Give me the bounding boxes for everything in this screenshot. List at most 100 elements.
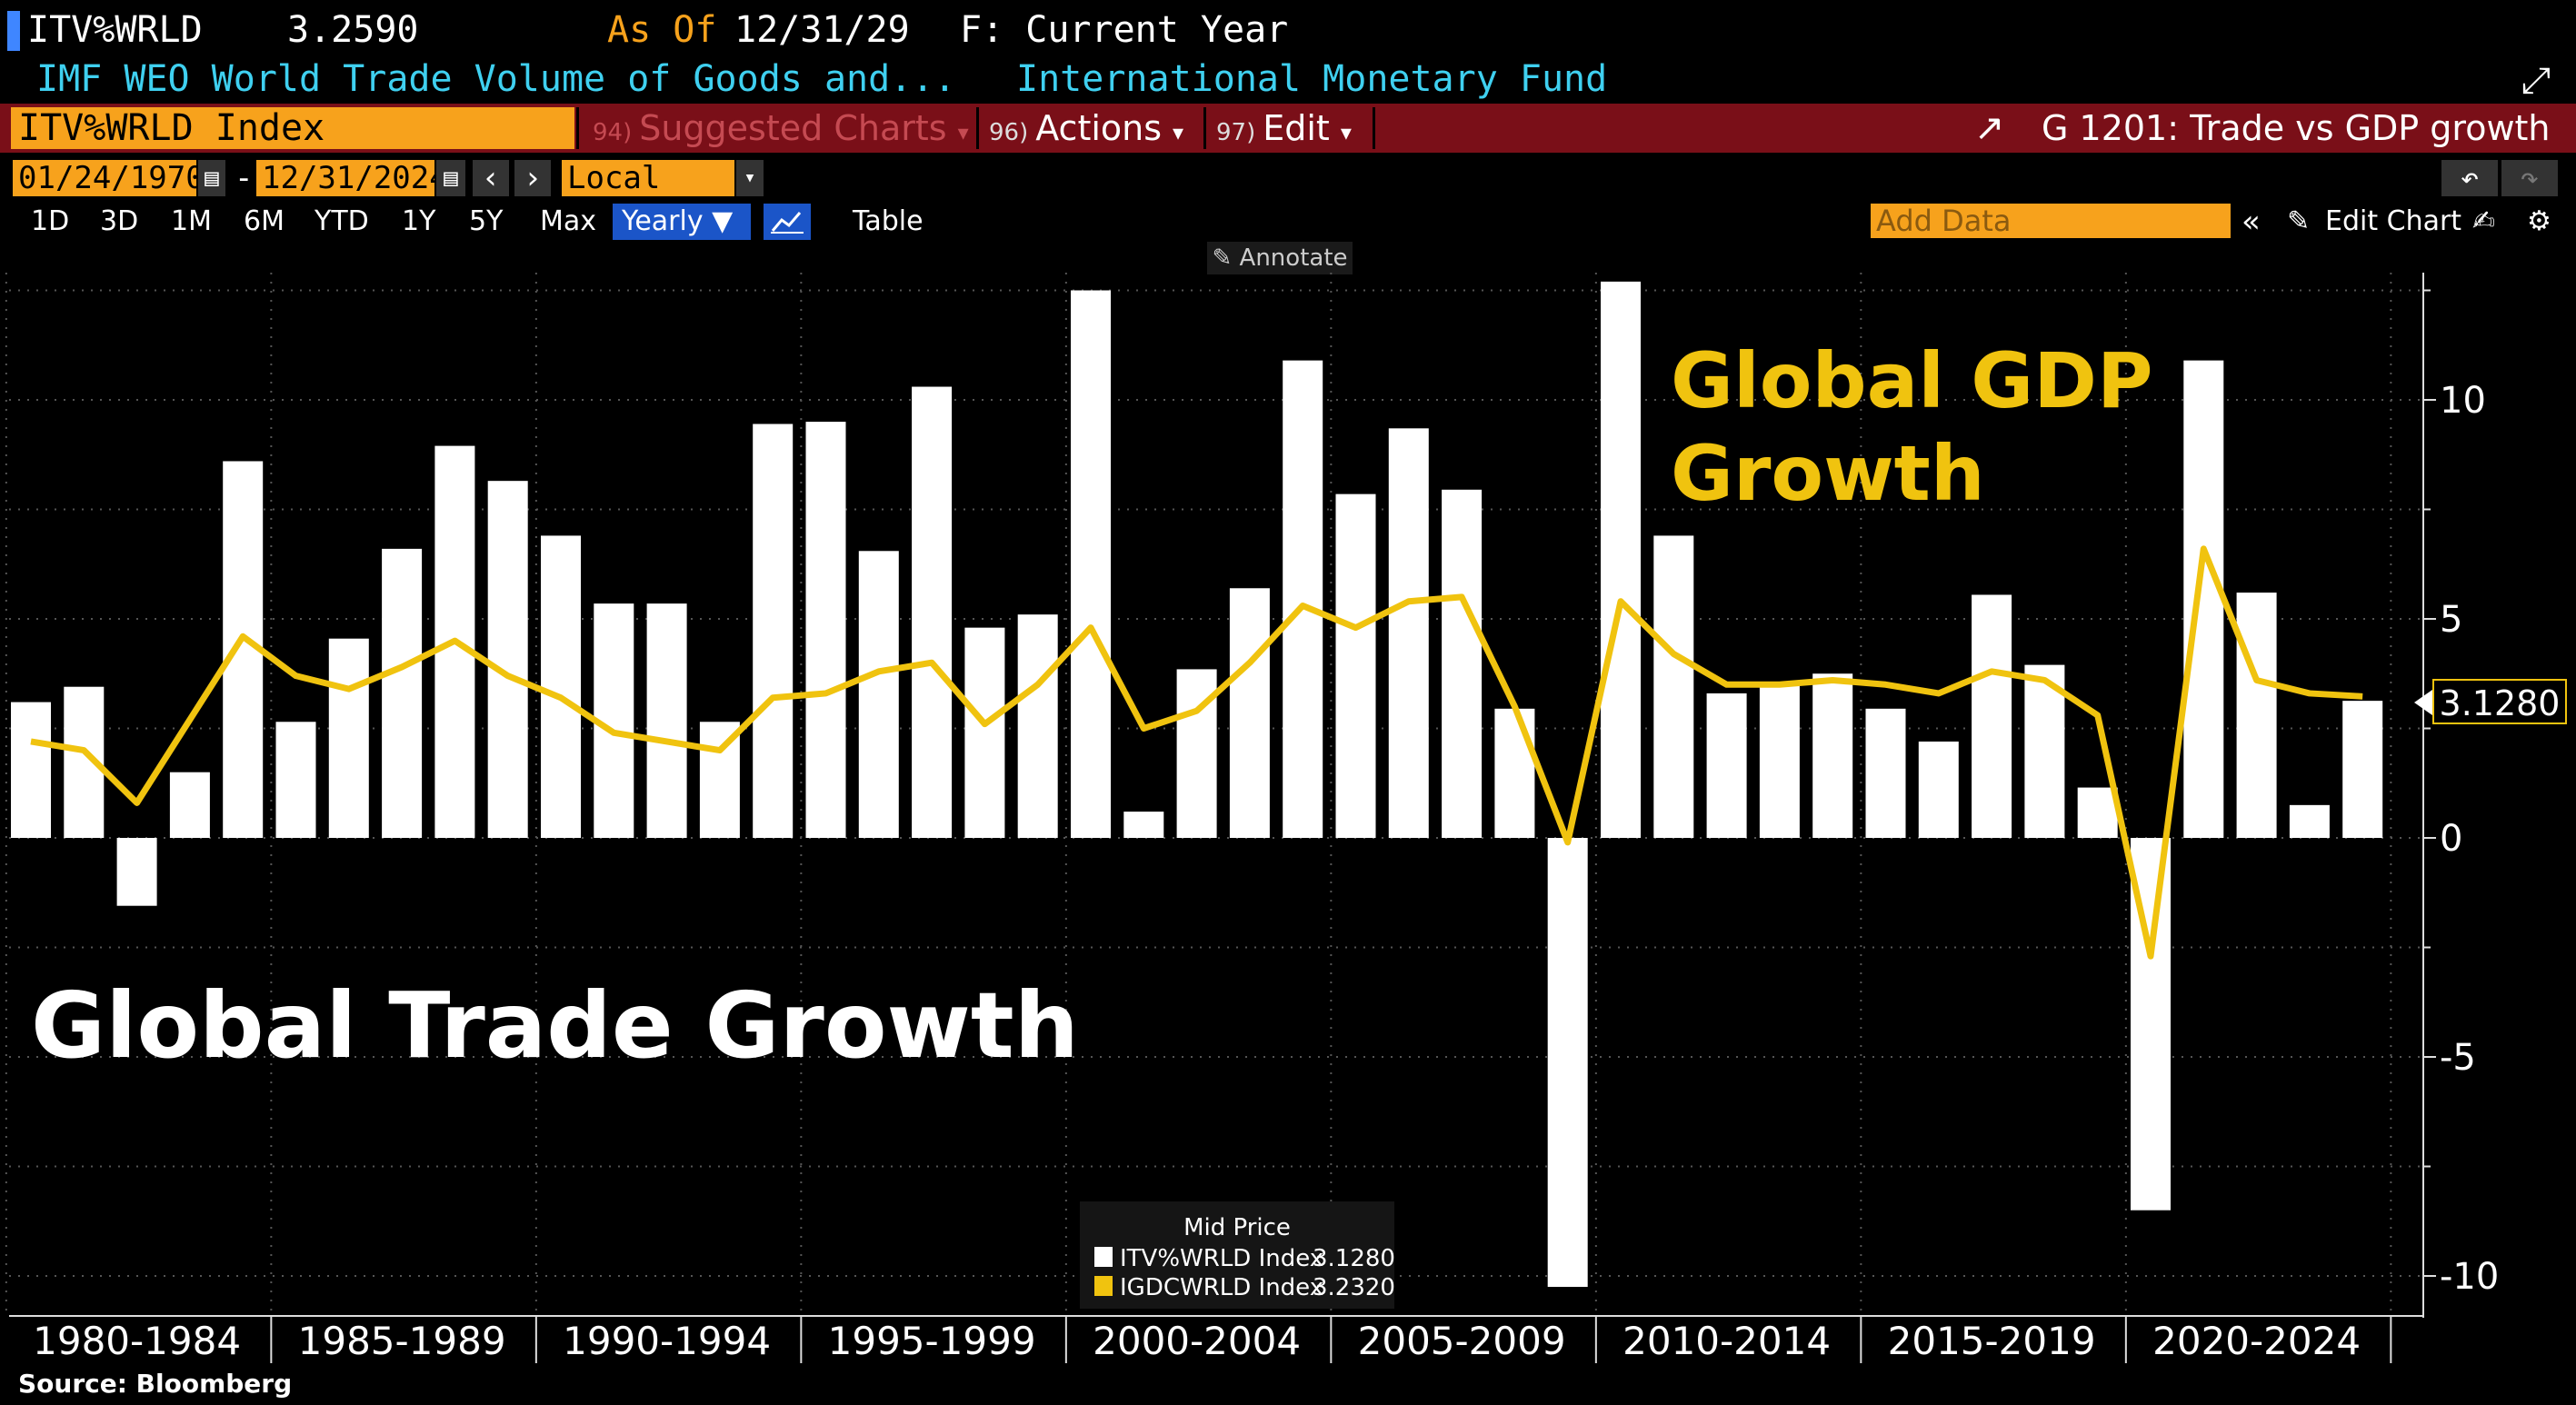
source-name: International Monetary Fund [1016, 58, 1608, 100]
end-date-input[interactable]: 12/31/2024 [256, 160, 448, 196]
period-1d[interactable]: 1D [31, 205, 70, 237]
toolbar-divider [976, 107, 979, 149]
trade-bar-1996 [858, 551, 899, 838]
legend-label-gdp: IGDCWRLD Index [1120, 1274, 1324, 1301]
trade-bar-1980 [11, 702, 51, 838]
calendar-icon[interactable]: ▤ [198, 160, 225, 196]
gear-icon[interactable]: ⚙ [2527, 205, 2551, 237]
expand-icon[interactable]: ⤢ [2521, 60, 2551, 102]
y-tick-label: -10 [2440, 1256, 2499, 1298]
period-row: 1D 3D 1M 6M YTD 1Y 5Y Max Yearly ▼ Table… [0, 202, 2576, 242]
collapse-icon[interactable]: « [2242, 204, 2261, 240]
legend-label-trade: ITV%WRLD Index [1120, 1245, 1324, 1272]
trade-bar-2016 [1918, 741, 1959, 838]
add-data-input[interactable]: Add Data [1871, 204, 2231, 238]
trade-bar-1983 [169, 772, 210, 838]
x-tick-label: 2005-2009 [1358, 1319, 1566, 1363]
redo-icon[interactable]: ↷ [2501, 160, 2558, 196]
edit-number: 97) [1216, 119, 1256, 146]
chevron-down-icon: ▾ [957, 120, 969, 145]
header-ticker: ITV%WRLD [27, 9, 203, 51]
suggested-charts-number: 94) [593, 119, 633, 146]
trade-bar-1999 [1017, 614, 1058, 838]
trade-bar-2014 [1812, 673, 1853, 838]
trade-bar-2017 [1972, 594, 2012, 838]
frequency-label: Yearly [622, 205, 704, 237]
trade-bars [11, 281, 2383, 1288]
x-tick-label: 1980-1984 [33, 1319, 241, 1363]
security-description: IMF WEO World Trade Volume of Goods and.… [36, 58, 956, 100]
line-chart-glyph [771, 212, 804, 234]
chevron-down-icon: ▾ [1340, 120, 1352, 145]
line-chart-icon[interactable] [764, 204, 811, 240]
header-value: 3.2590 [287, 9, 419, 51]
annotate-label: Annotate [1239, 244, 1348, 272]
trade-bar-2024 [2342, 701, 2383, 838]
next-arrow-icon[interactable]: › [514, 160, 551, 196]
edit-button[interactable]: 97) Edit ▾ [1216, 107, 1352, 149]
y-tick-label: -5 [2440, 1037, 2476, 1079]
legend-swatch-trade [1094, 1247, 1113, 1267]
period-1y[interactable]: 1Y [402, 205, 436, 237]
toolbar-divider [1373, 107, 1375, 149]
period-max[interactable]: Max [540, 205, 597, 237]
pencil-icon[interactable]: ✎ [2287, 205, 2311, 237]
chevron-down-icon: ▾ [1173, 120, 1184, 145]
launch-icon[interactable]: ↗ [1974, 107, 2005, 149]
gdp-growth-line [30, 545, 2363, 960]
trade-bar-1987 [382, 548, 423, 838]
x-tick-label: 2015-2019 [1888, 1319, 2096, 1363]
annotate-button[interactable]: ✎ Annotate [1207, 242, 1353, 274]
chevron-down-icon[interactable]: ▾ [736, 160, 764, 196]
period-1m[interactable]: 1M [171, 205, 212, 237]
legend-value-trade: 3.1280 [1313, 1245, 1395, 1272]
suggested-charts-button[interactable]: 94) Suggested Charts ▾ [593, 107, 969, 149]
actions-button[interactable]: 96) Actions ▾ [989, 107, 1183, 149]
undo-icon[interactable]: ↶ [2441, 160, 2498, 196]
x-tick-label: 2010-2014 [1622, 1319, 1831, 1363]
trade-bar-2009 [1547, 838, 1588, 1288]
edit-chart-button[interactable]: Edit Chart [2325, 205, 2462, 237]
trade-bar-1995 [805, 422, 846, 838]
trade-bar-2007 [1442, 489, 1483, 838]
forecast-label: F: Current Year [960, 9, 1289, 51]
axes: -10 -5 0 5 10 1980-1984 1985-1989 1990-1994 1995… [9, 273, 2499, 1363]
x-tick-label: 2000-2004 [1093, 1319, 1301, 1363]
date-separator: - [235, 160, 254, 196]
actions-label: Actions [1035, 108, 1163, 148]
period-6m[interactable]: 6M [244, 205, 285, 237]
y-tick-label: 0 [2440, 818, 2462, 860]
edit-icon[interactable]: ✍ [2472, 205, 2496, 237]
toolbar-divider [1203, 107, 1206, 149]
trade-bar-2012 [1706, 693, 1747, 838]
trade-bar-2018 [2024, 664, 2065, 838]
toolbar-divider [576, 107, 579, 149]
prev-arrow-icon[interactable]: ‹ [473, 160, 509, 196]
calendar-icon[interactable]: ▤ [436, 160, 465, 196]
description-row: IMF WEO World Trade Volume of Goods and.… [0, 56, 2576, 104]
trade-bar-1998 [964, 627, 1005, 838]
trade-bar-2000 [1071, 290, 1111, 838]
trade-bar-1989 [487, 481, 528, 838]
period-ytd[interactable]: YTD [315, 205, 369, 237]
start-date-input[interactable]: 01/24/1970 [13, 160, 205, 196]
main-toolbar: ITV%WRLD Index 94) Suggested Charts ▾ 96) A… [0, 104, 2576, 153]
trade-bar-2023 [2289, 804, 2330, 838]
period-5y[interactable]: 5Y [469, 205, 504, 237]
chart-title: G 1201: Trade vs GDP growth [2042, 108, 2551, 148]
trade-bar-1982 [116, 838, 157, 906]
trade-bar-2011 [1653, 535, 1694, 838]
trade-bar-2006 [1388, 428, 1429, 838]
trade-bar-2003 [1229, 588, 1270, 838]
trade-bar-2004 [1283, 360, 1323, 838]
table-button[interactable]: Table [853, 205, 924, 237]
currency-select[interactable]: Local CCY [562, 160, 734, 233]
frequency-select[interactable]: Yearly ▼ [613, 204, 751, 240]
security-field[interactable]: ITV%WRLD Index [11, 107, 574, 149]
trade-bar-2019 [2077, 787, 2118, 838]
trade-bar-2001 [1123, 812, 1164, 838]
trade-bar-2005 [1335, 493, 1376, 838]
period-3d[interactable]: 3D [100, 205, 139, 237]
trade-bar-2015 [1865, 708, 1906, 838]
